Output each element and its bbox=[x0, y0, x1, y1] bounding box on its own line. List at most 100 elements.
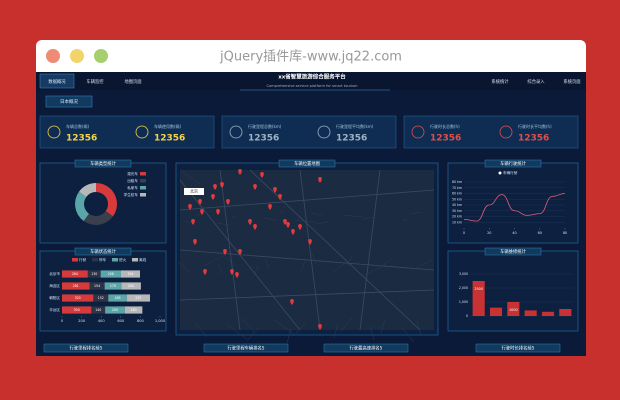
bottom-header bbox=[475, 343, 561, 353]
road bbox=[204, 254, 226, 266]
y-tick-label: 40 km bbox=[452, 203, 462, 207]
nav-tab[interactable]: 数据概况 bbox=[48, 78, 66, 85]
bar-segment bbox=[108, 294, 127, 302]
map-pin bbox=[238, 169, 242, 175]
y-tick-label: 20 km bbox=[452, 215, 462, 219]
bar-value-label: 189 bbox=[114, 296, 120, 300]
stat-panel bbox=[39, 115, 215, 149]
panel-header bbox=[278, 159, 336, 168]
panel bbox=[447, 250, 579, 332]
road bbox=[311, 253, 317, 265]
road bbox=[409, 211, 423, 215]
stat-icon bbox=[47, 125, 61, 139]
road bbox=[362, 216, 376, 220]
nav-link[interactable]: 综合录入 bbox=[527, 78, 545, 85]
nav-tab[interactable]: 车辆监控 bbox=[86, 78, 104, 85]
x-tick-label: 60 bbox=[538, 231, 542, 235]
bar-value-label: 320 bbox=[75, 296, 81, 300]
bar bbox=[489, 307, 503, 316]
y-tick-label: 海淀区 bbox=[49, 283, 60, 288]
stat-icon bbox=[499, 125, 513, 139]
panel bbox=[39, 162, 167, 244]
bar-value-label: 154 bbox=[94, 284, 100, 288]
x-tick-label: 0 bbox=[61, 319, 64, 323]
road bbox=[299, 169, 321, 331]
stat-label: 车辆使用数(辆) bbox=[154, 123, 182, 129]
road bbox=[369, 325, 375, 341]
y-tick-label: 北京市 bbox=[49, 271, 60, 276]
stat-value: 12356 bbox=[518, 134, 549, 144]
nav-link[interactable]: 系统统计 bbox=[491, 78, 509, 85]
panel-title: 车辆位置地图 bbox=[294, 160, 320, 167]
legend-label: 出租车 bbox=[127, 178, 138, 183]
stat-panel bbox=[403, 115, 579, 149]
stat-value: 12356 bbox=[154, 134, 185, 144]
road bbox=[179, 169, 201, 185]
bar-segment bbox=[121, 282, 141, 290]
bottom-title: 行驶里程排名前5 bbox=[70, 345, 103, 352]
road bbox=[278, 210, 284, 214]
bar-value-label: 140 bbox=[95, 308, 101, 312]
close-dot[interactable] bbox=[46, 49, 60, 63]
y-tick-label: 60 km bbox=[452, 192, 462, 196]
road bbox=[401, 327, 415, 343]
road bbox=[332, 262, 346, 274]
stat-value: 12356 bbox=[248, 134, 279, 144]
legend-swatch bbox=[498, 171, 502, 175]
legend-label: 熄火 bbox=[119, 257, 127, 262]
road bbox=[295, 219, 317, 223]
x-tick-label: 600 bbox=[117, 319, 125, 323]
nav-link[interactable]: 系统页面 bbox=[563, 78, 581, 85]
bar-segment bbox=[62, 294, 94, 302]
nav-bar bbox=[36, 72, 586, 90]
legend-label: 学生校车 bbox=[124, 192, 139, 197]
road bbox=[194, 322, 208, 338]
y-tick-label: 朝阳区 bbox=[49, 295, 60, 300]
map-pin bbox=[308, 239, 312, 245]
bottom-title: 行驶最高速排名5 bbox=[350, 345, 383, 352]
legend-label: 车辆行驶 bbox=[503, 170, 518, 175]
road bbox=[226, 324, 248, 340]
road bbox=[231, 215, 237, 219]
bar-value-label: 300 bbox=[74, 308, 80, 312]
minimize-dot[interactable] bbox=[70, 49, 84, 63]
overview-button-label[interactable]: 日本概况 bbox=[60, 98, 78, 105]
y-tick-label: 80 km bbox=[452, 180, 462, 184]
map-pin bbox=[226, 199, 230, 205]
road bbox=[195, 213, 201, 217]
road bbox=[217, 263, 223, 275]
road bbox=[179, 189, 435, 211]
map-pin bbox=[188, 204, 192, 210]
map-pin bbox=[290, 299, 294, 305]
stat-label: 行驶里程平均数(km) bbox=[336, 123, 374, 129]
zoom-dot[interactable] bbox=[94, 49, 108, 63]
bottom-title: 行驶时长排名前5 bbox=[502, 345, 535, 352]
overview-button[interactable] bbox=[45, 95, 93, 108]
legend-swatch bbox=[132, 258, 138, 262]
x-tick-label: 1,000 bbox=[155, 319, 166, 323]
bar-segment bbox=[62, 270, 88, 278]
bottom-header bbox=[43, 343, 129, 353]
map-pin bbox=[253, 184, 257, 190]
bar-segment bbox=[62, 306, 92, 314]
stat-panel bbox=[221, 115, 397, 149]
map-pin bbox=[278, 194, 282, 200]
map-pin bbox=[213, 184, 217, 190]
map-city-box bbox=[184, 188, 204, 195]
bar bbox=[507, 302, 520, 316]
road bbox=[184, 220, 190, 224]
x-tick-label: 80 bbox=[563, 231, 567, 235]
nav-tab-active bbox=[39, 73, 75, 89]
legend-swatch bbox=[112, 258, 118, 262]
map-pin bbox=[291, 229, 295, 235]
bar bbox=[472, 281, 485, 316]
bar-segment bbox=[91, 306, 106, 314]
bar-segment bbox=[104, 282, 122, 290]
legend-swatch bbox=[140, 193, 146, 197]
legend-label: 停车 bbox=[99, 257, 107, 262]
bar-value-label: 180 bbox=[130, 308, 136, 312]
road bbox=[224, 256, 238, 268]
nav-tab[interactable]: 地图页面 bbox=[124, 78, 142, 85]
donut-slice bbox=[83, 211, 113, 225]
window-title: jQuery插件库-www.jq22.com bbox=[219, 49, 402, 65]
